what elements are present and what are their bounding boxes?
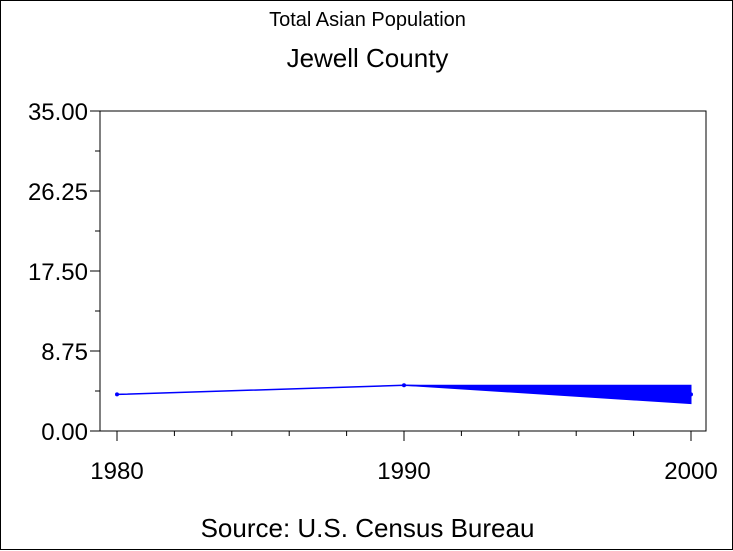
x-tick-label: 1980 [90,458,143,485]
plot-area [99,110,707,432]
chart-title: Total Asian Population [269,9,466,31]
y-tick-label: 26.25 [28,179,88,206]
x-tick-label: 2000 [664,458,717,485]
y-tick-label: 0.00 [41,419,88,446]
data-point [402,383,406,388]
y-tick-label: 35.00 [28,99,88,126]
x-tick-label: 1990 [377,458,430,485]
data-point [689,392,693,397]
y-tick-label: 17.50 [28,259,88,286]
source-note: Source: U.S. Census Bureau [200,513,535,543]
data-point [115,392,119,397]
y-tick-label: 8.75 [41,339,88,366]
series-band-area [403,384,692,405]
chart-subtitle: Jewell County [286,43,449,73]
